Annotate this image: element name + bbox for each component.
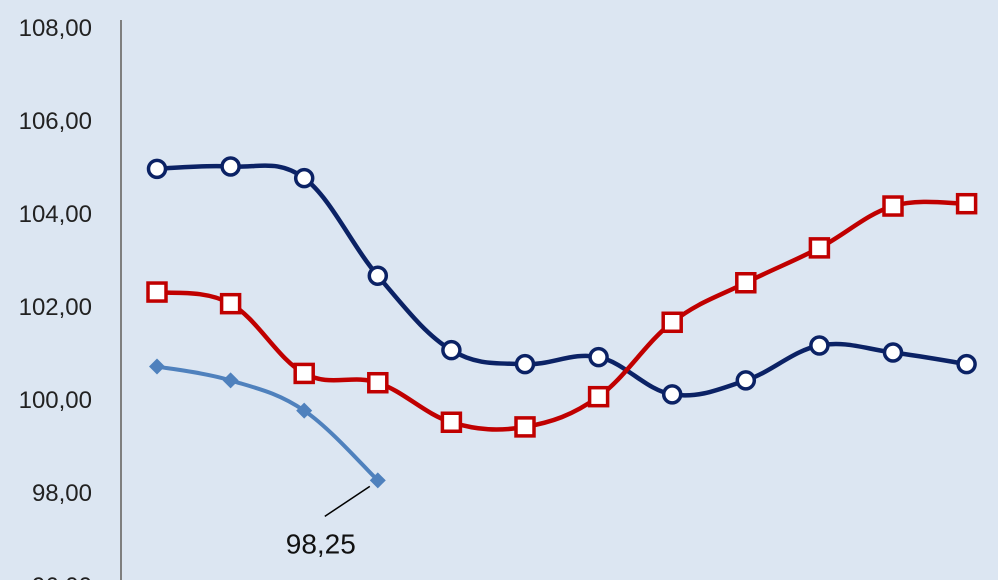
series-layer bbox=[146, 156, 978, 489]
data-point bbox=[808, 237, 831, 259]
y-axis: 108,00 106,00 104,00 102,00 100,00 98,00 96,00 bbox=[19, 15, 122, 580]
series-1 bbox=[146, 156, 977, 405]
data-point bbox=[441, 339, 462, 361]
series-line bbox=[155, 364, 380, 483]
data-point bbox=[514, 416, 536, 438]
y-tick-label: 104,00 bbox=[19, 201, 92, 228]
data-point bbox=[882, 342, 904, 363]
y-tick-label: 100,00 bbox=[19, 387, 92, 414]
data-point bbox=[661, 311, 683, 334]
data-label-leader bbox=[324, 485, 371, 517]
annotation-layer: 98,25 bbox=[286, 485, 371, 559]
data-point bbox=[735, 272, 757, 294]
data-point bbox=[367, 265, 389, 287]
data-point bbox=[369, 472, 386, 489]
data-point bbox=[809, 335, 830, 356]
data-point bbox=[735, 370, 757, 391]
data-point bbox=[222, 372, 239, 389]
data-point bbox=[220, 156, 241, 177]
series-2 bbox=[146, 192, 978, 438]
y-tick-label: 108,00 bbox=[19, 15, 92, 42]
data-label: 98,25 bbox=[286, 528, 356, 559]
data-point bbox=[296, 402, 313, 419]
y-tick-label: 106,00 bbox=[19, 108, 92, 135]
data-point bbox=[588, 346, 609, 368]
data-point bbox=[293, 362, 315, 385]
series-3 bbox=[149, 358, 386, 489]
data-point bbox=[440, 411, 463, 433]
data-point bbox=[293, 167, 315, 189]
data-point bbox=[956, 353, 977, 375]
data-point bbox=[149, 358, 165, 375]
y-tick-label: 96,00 bbox=[32, 573, 92, 580]
y-tick-label: 98,00 bbox=[32, 480, 92, 507]
data-point bbox=[587, 385, 610, 408]
data-point bbox=[661, 384, 683, 405]
data-point bbox=[514, 353, 536, 375]
data-point bbox=[219, 292, 242, 315]
data-point bbox=[146, 281, 168, 303]
y-tick-label: 102,00 bbox=[19, 294, 92, 321]
data-point bbox=[955, 192, 978, 215]
data-point bbox=[882, 195, 904, 217]
data-point bbox=[367, 371, 389, 394]
series-line bbox=[154, 163, 969, 398]
data-point bbox=[146, 158, 168, 180]
